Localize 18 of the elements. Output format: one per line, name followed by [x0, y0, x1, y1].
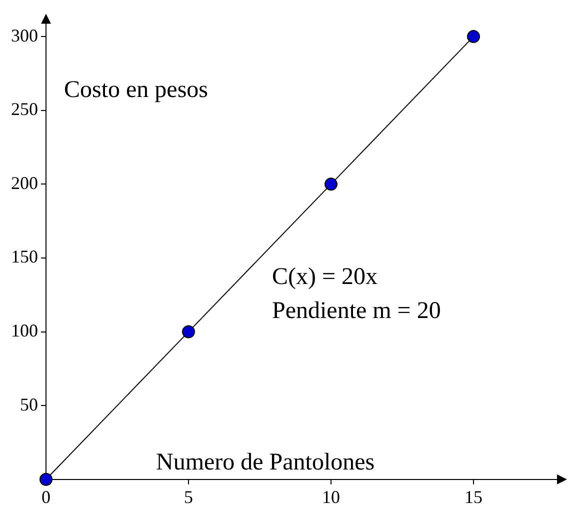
- point: [40, 472, 52, 486]
- y-tick-label: 100: [11, 320, 38, 341]
- y-tick-label: 300: [11, 25, 38, 46]
- x-tick-label: 5: [184, 486, 193, 507]
- y-tick-label: 250: [11, 99, 38, 120]
- y-axis-title: Costo en pesos: [64, 76, 208, 103]
- point: [324, 178, 338, 191]
- x-tick-label: 10: [322, 486, 340, 507]
- y-tick-label: 50: [20, 394, 38, 414]
- annotation: C(x) = 20x: [272, 264, 378, 290]
- annotation: Pendiente m = 20: [272, 298, 441, 324]
- x-axis-title: Numero de Pantolones: [156, 449, 375, 476]
- y-tick-label: 200: [11, 172, 38, 193]
- x-tick-label: 15: [464, 486, 482, 507]
- point: [467, 30, 480, 44]
- point: [182, 325, 195, 338]
- x-tick-label: 0: [42, 486, 50, 507]
- y-tick-label: 150: [11, 246, 38, 267]
